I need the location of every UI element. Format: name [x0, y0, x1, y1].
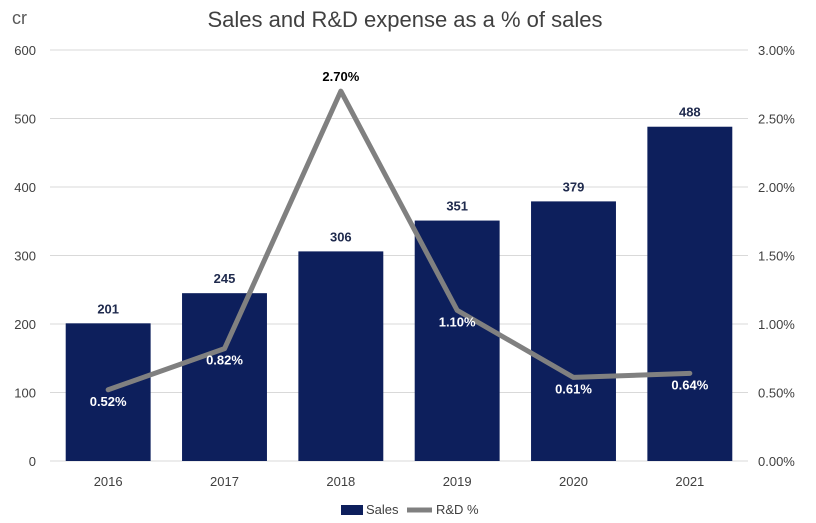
- sales-bar: [298, 251, 384, 461]
- sales-bar: [182, 293, 267, 461]
- sales-bar-label: 201: [97, 301, 119, 316]
- legend-swatch-sales: [341, 505, 363, 515]
- sales-bar-label: 351: [446, 199, 468, 214]
- rd-line-label: 1.10%: [439, 314, 476, 329]
- legend-label-rd: R&D %: [436, 502, 479, 517]
- legend: Sales R&D %: [341, 502, 479, 517]
- right-tick-label: 0.00%: [758, 454, 795, 469]
- rd-line-label: 0.52%: [90, 394, 127, 409]
- sales-bar-label: 379: [563, 179, 585, 194]
- x-tick-label: 2016: [94, 474, 123, 489]
- x-axis-ticks: 2016 2017 2018 2019 2020 2021: [94, 474, 705, 489]
- right-tick-label: 1.50%: [758, 249, 795, 264]
- rd-line-label: 0.64%: [671, 377, 708, 392]
- rd-line-label: 2.70%: [322, 69, 359, 84]
- right-tick-label: 0.50%: [758, 386, 795, 401]
- right-tick-label: 3.00%: [758, 43, 795, 58]
- sales-bar-labels: 201 245 306 351 379 488: [97, 105, 700, 317]
- chart-title: Sales and R&D expense as a % of sales: [207, 7, 602, 32]
- sales-bar-label: 245: [214, 271, 236, 286]
- right-tick-label: 1.00%: [758, 317, 795, 332]
- left-axis-ticks: 0 100 200 300 400 500 600: [14, 43, 36, 469]
- right-tick-label: 2.50%: [758, 112, 795, 127]
- left-tick-label: 500: [14, 112, 36, 127]
- legend-label-sales: Sales: [366, 502, 399, 517]
- right-tick-label: 2.00%: [758, 180, 795, 195]
- left-tick-label: 100: [14, 386, 36, 401]
- x-tick-label: 2020: [559, 474, 588, 489]
- sales-bar-label: 306: [330, 229, 352, 244]
- sales-bars: [65, 126, 733, 461]
- y-unit-label: cr: [12, 8, 27, 28]
- x-tick-label: 2017: [210, 474, 239, 489]
- sales-bar-label: 488: [679, 105, 701, 120]
- left-tick-label: 400: [14, 180, 36, 195]
- left-tick-label: 300: [14, 249, 36, 264]
- sales-bar: [531, 201, 616, 461]
- x-tick-label: 2018: [326, 474, 355, 489]
- x-tick-label: 2021: [675, 474, 704, 489]
- x-tick-label: 2019: [443, 474, 472, 489]
- rd-line: [105, 88, 693, 393]
- left-tick-label: 200: [14, 317, 36, 332]
- left-tick-label: 600: [14, 43, 36, 58]
- rd-line-series: [105, 88, 693, 393]
- right-axis-ticks: 0.00% 0.50% 1.00% 1.50% 2.00% 2.50% 3.00%: [758, 43, 795, 469]
- gridlines: [50, 49, 748, 462]
- rd-line-label: 0.61%: [555, 381, 592, 396]
- rd-line-label: 0.82%: [206, 353, 243, 368]
- sales-bar: [647, 126, 733, 461]
- left-tick-label: 0: [29, 454, 36, 469]
- rd-line-labels: 0.52% 0.82% 2.70% 1.10% 0.61% 0.64%: [90, 69, 709, 409]
